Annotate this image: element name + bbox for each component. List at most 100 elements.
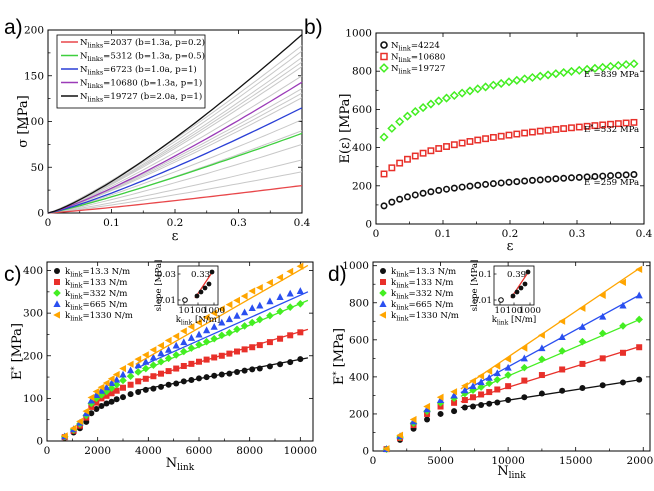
data-point [538,355,546,364]
data-point [450,388,458,396]
data-point [277,361,284,368]
legend-label: klink=13.3 N/m [65,267,130,279]
x-tick-label: 0 [44,445,51,457]
data-point [621,60,631,70]
data-point [465,86,475,96]
inset-data-point [518,285,524,291]
data-point [157,357,165,366]
legend-label: klink=665 N/m [391,300,453,312]
y-tick-label: 200 [24,25,44,37]
y-tick-label: 100 [24,116,44,128]
data-point [469,382,477,390]
data-point [619,379,626,386]
data-point [287,332,294,339]
data-point [578,323,587,330]
chart-c: 0 2000 4000 6000 8000 10000 0 100 200 300 400 klink… [10,260,317,473]
data-point [240,322,249,330]
data-point [218,371,225,378]
data-point [97,383,105,391]
x-tick-label: 0.4 [636,228,653,240]
data-point [240,292,248,300]
inset-x-tick-label: 10 [179,306,190,316]
data-point [188,377,195,384]
series [383,376,643,453]
data-point [486,389,493,396]
data-point [536,176,544,184]
data-point [538,344,546,352]
inset-slope-value: 0.39 [507,270,526,280]
data-point [435,186,443,194]
legend-marker [380,279,386,285]
modulus-annotation: E*=259 MPa [584,176,639,188]
data-point [210,322,218,330]
data-point [380,170,388,178]
data-point [443,185,451,193]
data-point [437,410,444,417]
data-point [579,385,586,391]
series [382,265,643,453]
data-point [93,399,100,406]
data-point [187,344,196,352]
data-point [195,318,202,327]
data-point [513,178,521,186]
x-tick-label: 2000 [84,445,111,457]
inset-x-tick-label: 100 [506,306,522,316]
data-point [172,351,180,359]
series [60,299,309,441]
data-point [497,132,505,140]
data-point [188,360,195,367]
data-point [520,344,528,352]
data-point [427,188,435,196]
x-tick-label: 4000 [135,445,162,457]
data-point [521,129,529,137]
panel-label-a: a) [4,16,23,39]
data-point [482,135,490,143]
x-tick-label: 8000 [236,445,263,457]
data-point [173,365,180,372]
y-tick-label: 600 [349,334,369,346]
y-tick-label: 0 [36,436,43,448]
data-point [466,138,474,145]
background-curve [47,159,303,214]
fit-line [135,291,309,370]
data-point [403,193,411,201]
x-tick-label: 0.3 [230,217,247,229]
data-point [599,172,607,180]
data-point [296,287,304,294]
data-point [469,394,476,401]
series [380,171,638,210]
inset-data-point [510,293,516,299]
legend-label: Nlinks=6723 (b=1.0a, p=1) [80,64,197,77]
data-point [225,328,234,337]
data-point [477,372,485,380]
fit-line [135,264,309,365]
data-point [210,309,218,317]
data-point [497,179,505,187]
legend-label: klink=665 N/m [65,300,127,312]
data-point [277,335,284,342]
data-point [505,383,512,390]
x-axis-label: Nlink [497,464,526,481]
data-point [249,344,256,351]
data-point [513,130,521,138]
data-point [203,356,210,363]
data-point [636,344,643,351]
data-point [558,347,566,355]
data-point [481,82,491,92]
data-point [120,384,126,391]
data-point [107,384,116,392]
data-point [149,361,158,369]
y-tick-label: 0 [365,219,372,231]
data-point [461,386,469,394]
data-point [543,70,553,80]
data-point [538,372,545,379]
series-curve [47,81,303,214]
series [380,118,638,178]
data-point [150,373,157,380]
data-point [461,389,469,398]
y-tick-label: 1000 [345,28,372,40]
data-point [126,372,135,381]
data-point [142,357,150,365]
